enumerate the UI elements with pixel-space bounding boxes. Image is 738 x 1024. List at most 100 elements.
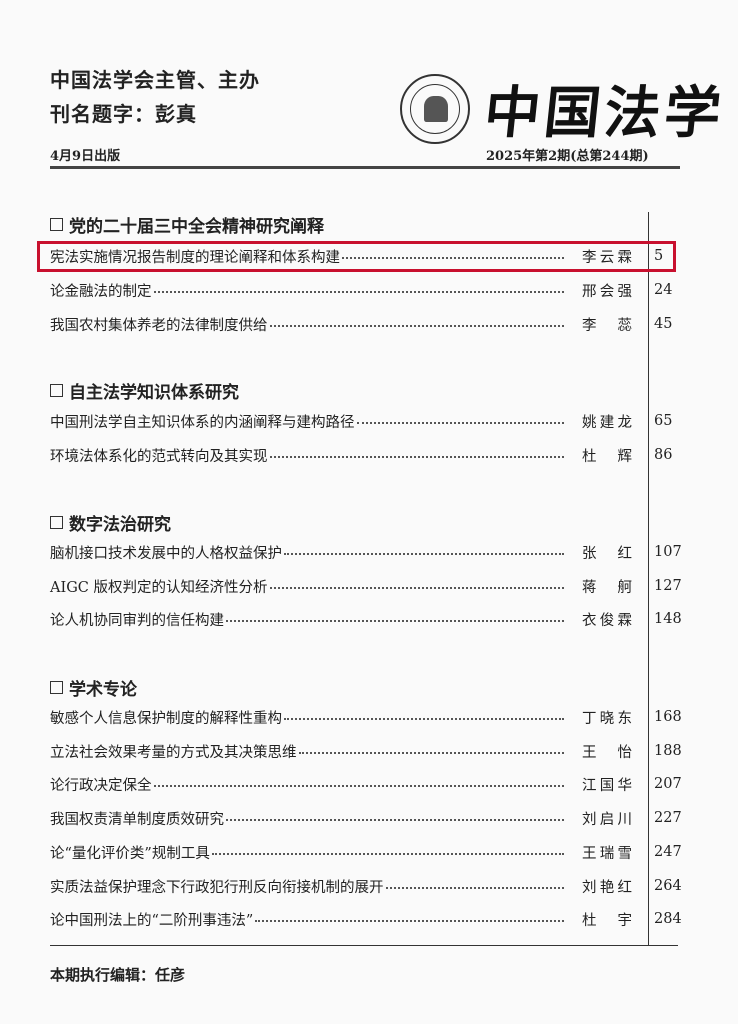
toc-entry[interactable]: 我国农村集体养老的法律制度供给 李 蕊 45 bbox=[50, 313, 680, 335]
toc-entry[interactable]: 中国刑法学自主知识体系的内涵阐释与建构路径 姚建龙 65 bbox=[50, 410, 680, 432]
toc-entry[interactable]: 论中国刑法上的“二阶刑事违法” 杜 宇 284 bbox=[50, 908, 682, 930]
toc-entry[interactable]: 敏感个人信息保护制度的解释性重构 丁晓东 168 bbox=[50, 706, 682, 728]
article-author: 刘艳红 bbox=[582, 879, 632, 896]
leader-dots bbox=[211, 853, 564, 855]
leader-dots bbox=[298, 752, 564, 754]
page-number: 148 bbox=[654, 611, 682, 627]
toc-entry[interactable]: 论行政决定保全 江国华 207 bbox=[50, 773, 682, 795]
journal-title-logo: 中国法学 bbox=[481, 80, 728, 146]
section-title: 数字法治研究 bbox=[69, 515, 171, 535]
toc-entry[interactable]: 论金融法的制定 邢会强 24 bbox=[50, 279, 680, 301]
section-heading: 数字法治研究 bbox=[50, 510, 171, 535]
article-author: 张 红 bbox=[582, 545, 632, 562]
page-number: 24 bbox=[654, 282, 673, 298]
toc-entry[interactable]: AIGC 版权判定的认知经济性分析 蒋 舸 127 bbox=[50, 575, 682, 597]
calligraphy-credit: 刊名题字：彭真 bbox=[50, 102, 197, 126]
article-author: 杜 宇 bbox=[582, 912, 632, 929]
executive-editor: 本期执行编辑：任彦 bbox=[50, 966, 186, 984]
toc-entry[interactable]: 实质法益保护理念下行政犯行刑反向衔接机制的展开 刘艳红 264 bbox=[50, 875, 682, 897]
header-divider bbox=[50, 166, 680, 169]
article-title[interactable]: 论“量化评价类”规制工具 bbox=[50, 845, 210, 862]
leader-dots bbox=[385, 887, 564, 889]
article-author: 李云霖 bbox=[582, 249, 632, 266]
article-author: 王瑞雪 bbox=[582, 845, 632, 862]
toc-entry[interactable]: 立法社会效果考量的方式及其决策思维 王 怡 188 bbox=[50, 740, 682, 762]
page-number: 45 bbox=[654, 316, 673, 332]
leader-dots bbox=[269, 325, 564, 327]
section-title: 自主法学知识体系研究 bbox=[69, 383, 239, 403]
page-number: 227 bbox=[654, 810, 682, 826]
checkbox-square-icon bbox=[50, 384, 63, 397]
article-title[interactable]: 论行政决定保全 bbox=[50, 777, 152, 794]
leader-dots bbox=[356, 422, 564, 424]
article-author: 杜 辉 bbox=[582, 448, 632, 465]
toc-entry[interactable]: 论人机协同审判的信任构建 衣俊霖 148 bbox=[50, 608, 682, 630]
article-title[interactable]: 我国权责清单制度质效研究 bbox=[50, 811, 224, 828]
leader-dots bbox=[284, 718, 564, 720]
page-number: 284 bbox=[654, 911, 682, 927]
page-number: 127 bbox=[654, 578, 682, 594]
article-title[interactable]: 脑机接口技术发展中的人格权益保护 bbox=[50, 545, 282, 562]
article-author: 王 怡 bbox=[582, 744, 632, 761]
article-author: 姚建龙 bbox=[582, 414, 632, 431]
leader-dots bbox=[342, 257, 564, 259]
footer-divider bbox=[50, 945, 678, 946]
page-number: 107 bbox=[654, 544, 682, 560]
leader-dots bbox=[255, 920, 564, 922]
toc-entry[interactable]: 宪法实施情况报告制度的理论阐释和体系构建 李云霖 5 bbox=[50, 245, 680, 267]
leader-dots bbox=[226, 819, 564, 821]
page-number: 5 bbox=[654, 248, 664, 264]
leader-dots bbox=[284, 553, 564, 555]
leader-dots bbox=[153, 291, 564, 293]
article-title[interactable]: 我国农村集体养老的法律制度供给 bbox=[50, 317, 268, 334]
article-author: 李 蕊 bbox=[582, 317, 632, 334]
section-title: 党的二十届三中全会精神研究阐释 bbox=[69, 217, 324, 237]
toc-entry[interactable]: 我国权责清单制度质效研究 刘启川 227 bbox=[50, 807, 682, 829]
toc-entry[interactable]: 脑机接口技术发展中的人格权益保护 张 红 107 bbox=[50, 541, 682, 563]
seal-emblem-icon bbox=[424, 96, 448, 122]
page-number: 188 bbox=[654, 743, 682, 759]
article-author: 衣俊霖 bbox=[582, 612, 632, 629]
leader-dots bbox=[269, 587, 564, 589]
article-title[interactable]: 论人机协同审判的信任构建 bbox=[50, 612, 224, 629]
section-heading: 党的二十届三中全会精神研究阐释 bbox=[50, 212, 324, 237]
page-number: 65 bbox=[654, 413, 673, 429]
checkbox-square-icon bbox=[50, 516, 63, 529]
section-heading: 自主法学知识体系研究 bbox=[50, 378, 239, 403]
section-title: 学术专论 bbox=[69, 680, 137, 700]
leader-dots bbox=[153, 785, 564, 787]
leader-dots bbox=[269, 456, 564, 458]
journal-seal-logo bbox=[400, 74, 470, 144]
page-number: 264 bbox=[654, 878, 682, 894]
publication-date: 4月9日出版 bbox=[50, 149, 121, 164]
highlight-box bbox=[37, 241, 676, 272]
article-title[interactable]: 实质法益保护理念下行政犯行刑反向衔接机制的展开 bbox=[50, 879, 384, 896]
page-number: 247 bbox=[654, 844, 682, 860]
article-title[interactable]: 敏感个人信息保护制度的解释性重构 bbox=[50, 710, 282, 727]
toc-entry[interactable]: 环境法体系化的范式转向及其实现 杜 辉 86 bbox=[50, 444, 680, 466]
article-title[interactable]: 论金融法的制定 bbox=[50, 283, 152, 300]
article-title[interactable]: AIGC 版权判定的认知经济性分析 bbox=[50, 579, 268, 596]
sponsor-text: 中国法学会主管、主办 bbox=[50, 68, 260, 92]
issue-number: 2025年第2期(总第244期) bbox=[486, 149, 649, 164]
checkbox-square-icon bbox=[50, 218, 63, 231]
page-number: 86 bbox=[654, 447, 673, 463]
article-title[interactable]: 立法社会效果考量的方式及其决策思维 bbox=[50, 744, 297, 761]
article-author: 邢会强 bbox=[582, 283, 632, 300]
article-title[interactable]: 中国刑法学自主知识体系的内涵阐释与建构路径 bbox=[50, 414, 355, 431]
article-title[interactable]: 环境法体系化的范式转向及其实现 bbox=[50, 448, 268, 465]
page-number: 207 bbox=[654, 776, 682, 792]
article-author: 蒋 舸 bbox=[582, 579, 632, 596]
article-author: 刘启川 bbox=[582, 811, 632, 828]
page-column-divider bbox=[648, 212, 649, 945]
section-heading: 学术专论 bbox=[50, 675, 137, 700]
article-title[interactable]: 论中国刑法上的“二阶刑事违法” bbox=[50, 912, 254, 929]
page-number: 168 bbox=[654, 709, 682, 725]
article-title[interactable]: 宪法实施情况报告制度的理论阐释和体系构建 bbox=[50, 249, 340, 266]
leader-dots bbox=[226, 620, 564, 622]
article-author: 丁晓东 bbox=[582, 710, 632, 727]
article-author: 江国华 bbox=[582, 777, 632, 794]
checkbox-square-icon bbox=[50, 681, 63, 694]
toc-entry[interactable]: 论“量化评价类”规制工具 王瑞雪 247 bbox=[50, 841, 682, 863]
